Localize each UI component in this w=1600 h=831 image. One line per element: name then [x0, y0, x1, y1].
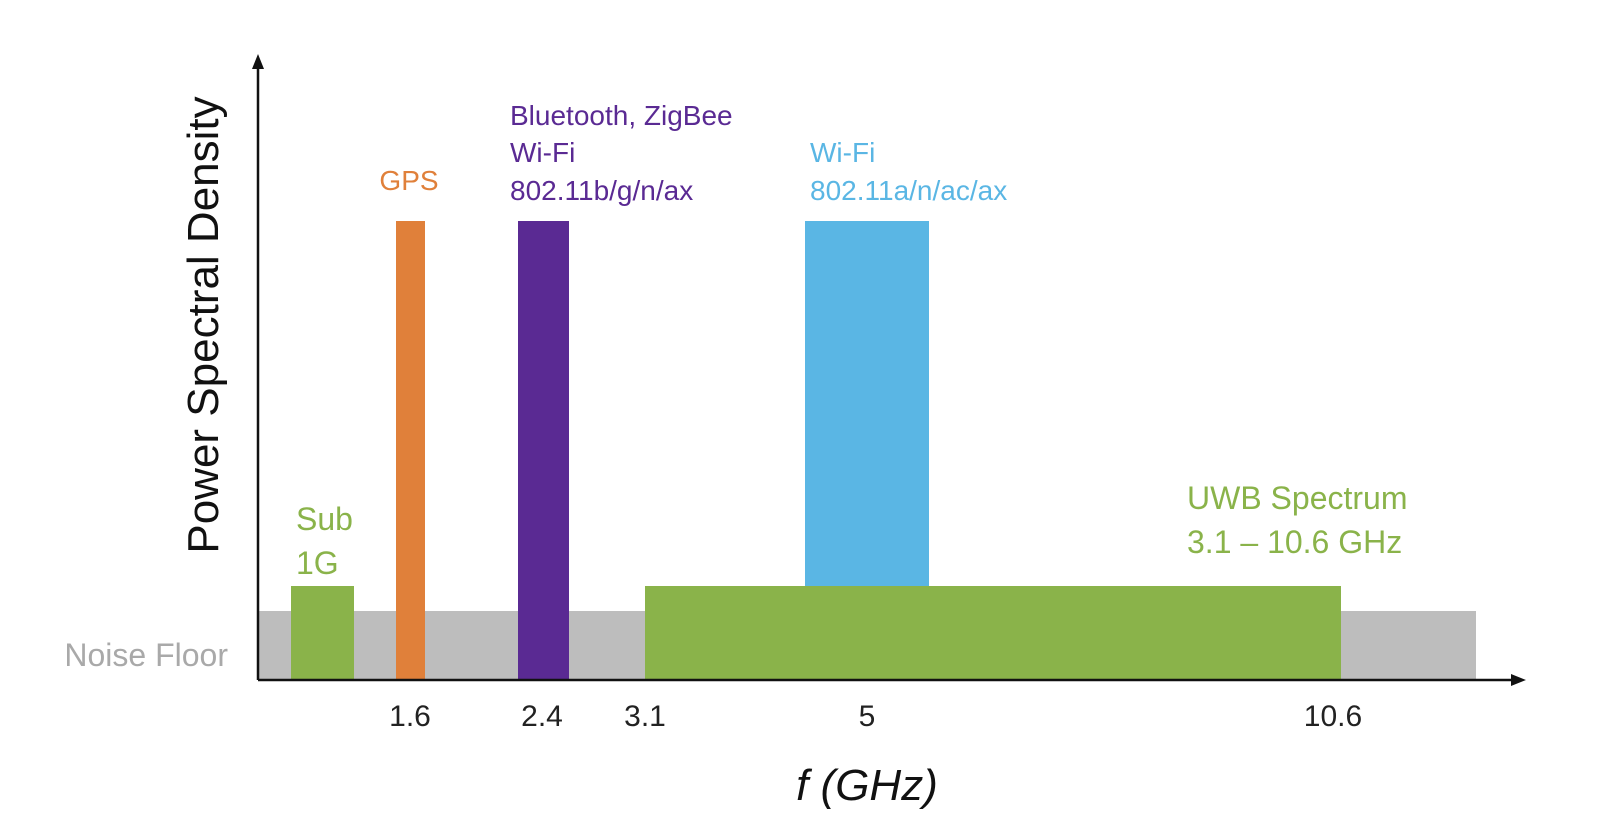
- sub1g-block: [291, 586, 354, 680]
- noise-floor-label: Noise Floor: [64, 637, 228, 673]
- x-axis-label: f (GHz): [796, 761, 938, 810]
- y-axis-arrow: [252, 54, 264, 69]
- y-axis-label: Power Spectral Density: [179, 96, 228, 553]
- uwb-label-line2: 3.1 – 10.6 GHz: [1187, 524, 1402, 560]
- bluetooth-label-line3: 802.11b/g/n/ax: [510, 175, 693, 206]
- sub1g-label-line1: Sub: [296, 501, 353, 537]
- wifi-5ghz-bar: [805, 221, 929, 586]
- wifi5-label-line1: Wi-Fi: [810, 137, 875, 168]
- tick-label: 10.6: [1304, 700, 1362, 733]
- bluetooth-label-line1: Bluetooth, ZigBee: [510, 100, 733, 131]
- gps-bar: [396, 221, 425, 680]
- bluetooth-label-line2: Wi-Fi: [510, 137, 575, 168]
- tick-label: 5: [859, 700, 876, 733]
- gps-label: GPS: [379, 165, 438, 196]
- tick-label: 3.1: [624, 700, 666, 733]
- tick-label: 1.6: [389, 700, 431, 733]
- sub1g-label-line2: 1G: [296, 545, 339, 581]
- wifi5-label-line2: 802.11a/n/ac/ax: [810, 175, 1007, 206]
- uwb-label-line1: UWB Spectrum: [1187, 480, 1407, 516]
- x-axis-arrow: [1511, 674, 1526, 686]
- uwb-block: [645, 586, 1341, 680]
- tick-label: 2.4: [521, 700, 563, 733]
- bluetooth-bar: [518, 221, 569, 680]
